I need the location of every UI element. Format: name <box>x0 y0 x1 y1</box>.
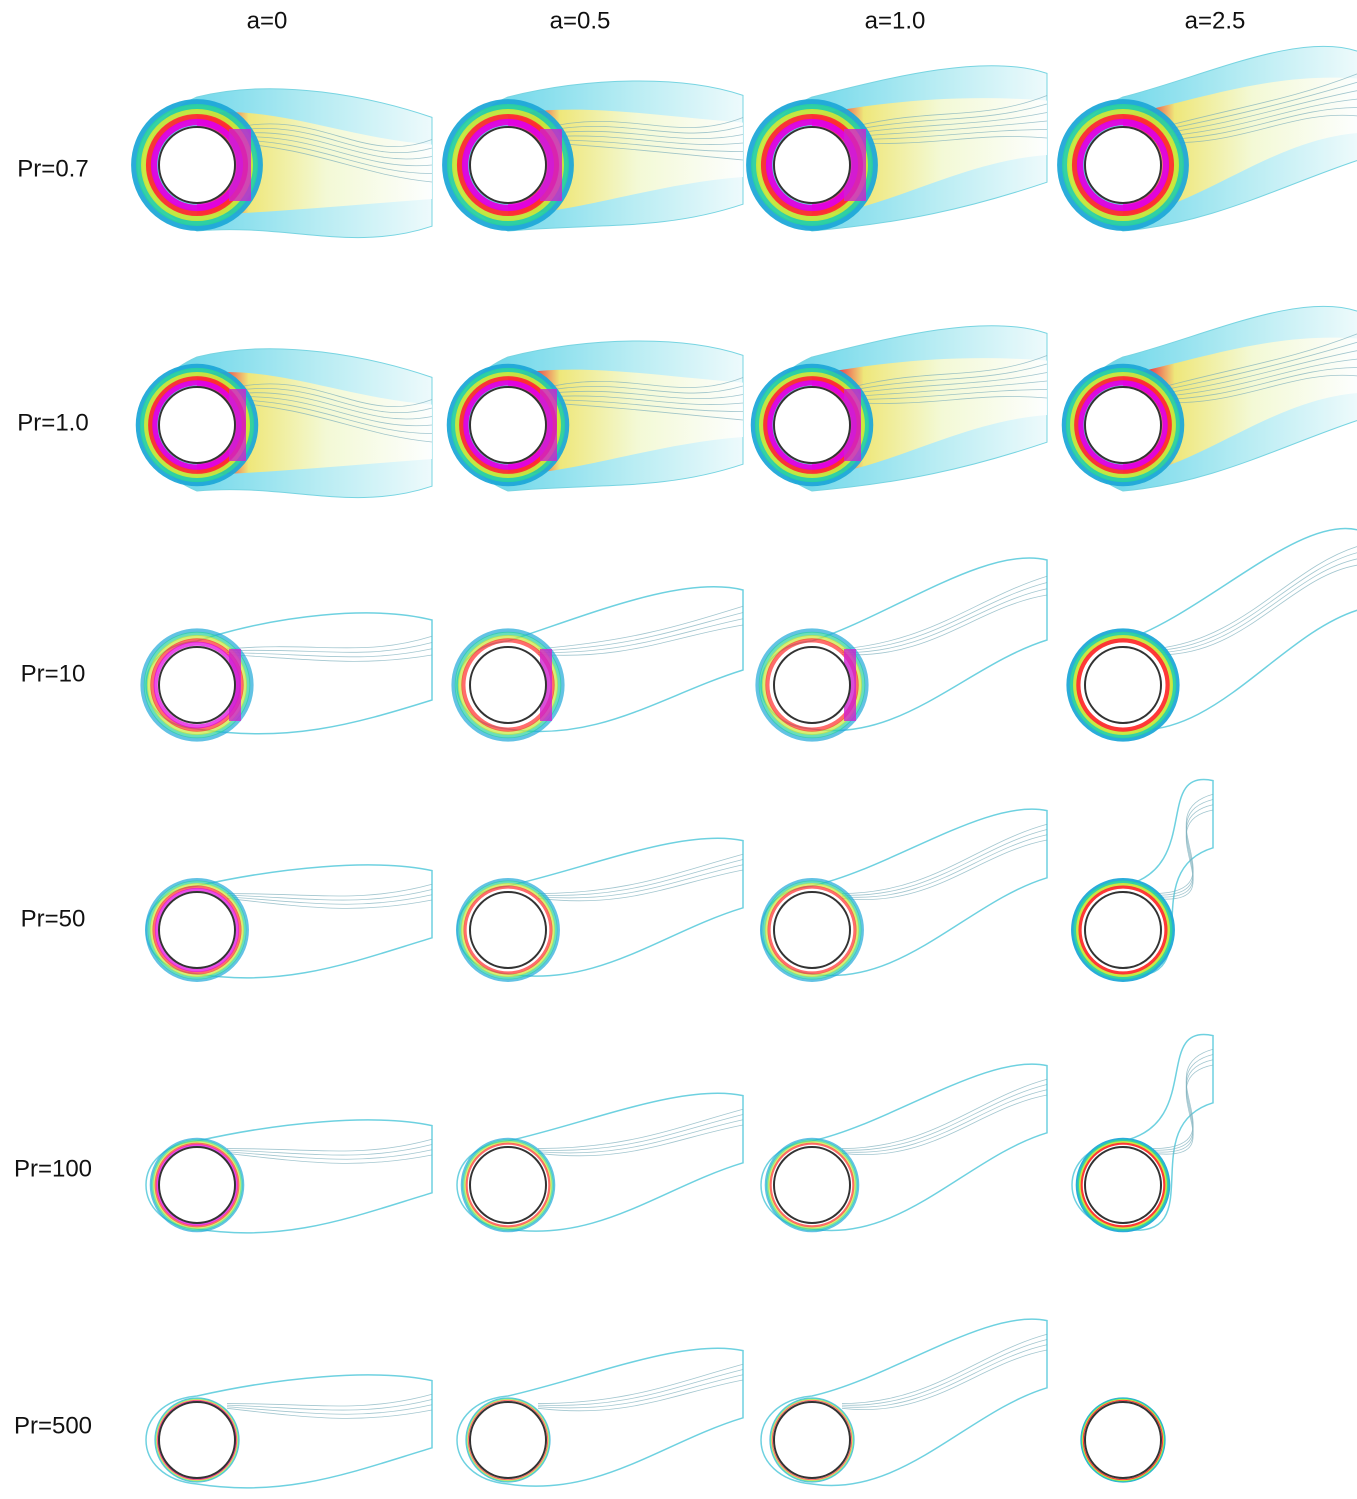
cylinder <box>159 1402 235 1478</box>
cylinder <box>774 387 850 463</box>
row-label: Pr=50 <box>21 905 86 932</box>
contour-line <box>1153 546 1357 649</box>
contour-panel <box>749 66 1047 231</box>
cylinder <box>1085 1402 1161 1478</box>
cylinder <box>159 647 235 723</box>
contour-line <box>1153 553 1357 651</box>
contour-panel <box>457 1348 743 1486</box>
contour-line <box>538 1364 743 1403</box>
cylinder <box>470 892 546 968</box>
contour-line <box>1153 559 1357 653</box>
contour-line <box>538 606 743 649</box>
contour-line <box>842 830 1047 896</box>
column-label: a=1.0 <box>865 7 926 34</box>
cylinder <box>470 127 546 203</box>
cylinder <box>470 387 546 463</box>
contour-line <box>227 1394 432 1406</box>
contour-line <box>1153 1049 1213 1148</box>
contour-line <box>538 1115 743 1151</box>
contour-line <box>538 1370 743 1406</box>
cylinder <box>159 387 235 463</box>
contour-line <box>538 860 743 896</box>
cylinder <box>470 647 546 723</box>
row-label: Pr=10 <box>21 660 86 687</box>
contour-line <box>842 595 1047 655</box>
column-label: a=0 <box>247 7 288 34</box>
contour-line <box>538 1109 743 1148</box>
cylinder <box>470 1402 546 1478</box>
contour-panel <box>1060 46 1357 231</box>
contour-line <box>538 870 743 901</box>
contour-panel <box>146 1375 432 1488</box>
cylinder <box>1085 1147 1161 1223</box>
contour-panel <box>457 1093 743 1231</box>
cylinder <box>774 127 850 203</box>
cylinder <box>1085 892 1161 968</box>
row-label: Pr=0.7 <box>17 155 88 182</box>
cylinder <box>1085 127 1161 203</box>
cylinder <box>774 647 850 723</box>
contour-panel <box>761 1319 1047 1485</box>
contour-line <box>227 655 432 662</box>
contour-line <box>842 583 1047 651</box>
contour-panel <box>138 349 432 498</box>
contour-panel <box>761 809 1047 980</box>
contour-line <box>538 625 743 655</box>
column-label: a=2.5 <box>1185 7 1246 34</box>
cylinder <box>470 1147 546 1223</box>
contour-panel <box>1072 780 1213 981</box>
cylinder <box>1085 647 1161 723</box>
contour-line <box>1153 810 1213 899</box>
contour-panel <box>445 81 743 231</box>
contour-line <box>227 636 432 649</box>
contour-line <box>842 1334 1047 1403</box>
contour-panel <box>1081 1398 1165 1482</box>
contour-line <box>842 1340 1047 1406</box>
contour-panel <box>1072 1035 1213 1232</box>
contour-line <box>227 1139 432 1151</box>
contour-line <box>1153 1055 1213 1151</box>
contour-panel <box>761 1064 1047 1231</box>
contour-line <box>842 824 1047 893</box>
contour-panel <box>134 89 432 238</box>
contour-line <box>538 613 743 651</box>
contour-panel <box>449 341 743 491</box>
contour-line <box>538 854 743 893</box>
contour-panel <box>146 865 432 980</box>
contour-line <box>1153 800 1213 896</box>
contour-line <box>1153 1065 1213 1154</box>
row-label: Pr=100 <box>14 1155 92 1182</box>
contour-panel <box>457 838 743 980</box>
contour-line <box>227 884 432 896</box>
cylinder <box>159 127 235 203</box>
cylinder <box>774 1402 850 1478</box>
cylinder <box>159 1147 235 1223</box>
contour-panel <box>143 613 433 740</box>
contour-line <box>842 1085 1047 1151</box>
column-label: a=0.5 <box>550 7 611 34</box>
row-label: Pr=1.0 <box>17 409 88 436</box>
contour-line <box>538 1380 743 1411</box>
contour-line <box>1153 565 1357 655</box>
contour-line <box>1153 794 1213 893</box>
contour-panel <box>758 558 1048 740</box>
contour-panel <box>146 1120 432 1233</box>
contour-line <box>842 576 1047 649</box>
cylinder <box>774 892 850 968</box>
cylinder <box>774 1147 850 1223</box>
figure-grid: a=0 a=0.5 a=1.0 a=2.5 Pr=0.7 Pr=1.0 Pr=10 Pr=50… <box>0 0 1357 1499</box>
cylinder <box>159 892 235 968</box>
contour-panel <box>753 326 1047 491</box>
contour-panel <box>1064 306 1357 491</box>
contour-panel <box>1069 528 1357 739</box>
row-label: Pr=500 <box>14 1412 92 1439</box>
cylinder <box>1085 387 1161 463</box>
contour-line <box>538 1125 743 1156</box>
contour-line <box>842 1079 1047 1148</box>
contour-panel <box>454 587 744 740</box>
